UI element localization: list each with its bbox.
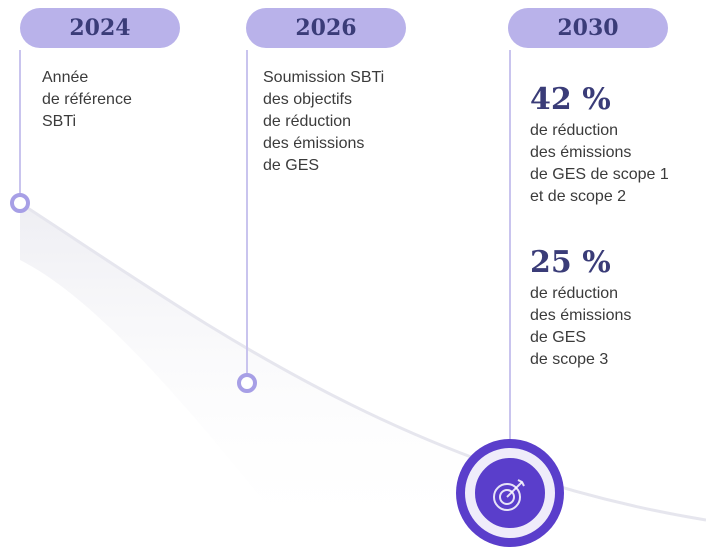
- line: SBTi: [42, 113, 77, 130]
- line: de GES de scope 1: [530, 166, 669, 183]
- year-pill: 2030: [508, 8, 668, 48]
- line: des émissions: [530, 307, 632, 324]
- curve: [19, 201, 706, 522]
- line: Soumission SBTi: [263, 69, 385, 86]
- description: Soumission SBTi des objectifs de réducti…: [263, 67, 384, 177]
- line: de GES: [530, 329, 587, 346]
- target: 42 % de réduction des émissions de GES d…: [530, 80, 669, 208]
- target-value: 25 %: [530, 245, 611, 280]
- line: de réduction: [530, 122, 619, 139]
- year-pill: 2024: [20, 8, 180, 48]
- line: de GES: [263, 157, 320, 174]
- target-value: 42 %: [530, 82, 611, 117]
- node: [10, 193, 30, 213]
- line: Année: [42, 69, 89, 86]
- year-pill: 2026: [246, 8, 406, 48]
- line: de réduction: [263, 113, 352, 130]
- line: des émissions: [530, 144, 632, 161]
- target: 25 % de réduction des émissions de GES d…: [530, 243, 631, 371]
- swoosh: [20, 203, 706, 547]
- node: [237, 373, 257, 393]
- line: de scope 3: [530, 351, 609, 368]
- line: des objectifs: [263, 91, 352, 108]
- line: de réduction: [530, 285, 619, 302]
- line: de référence: [42, 91, 132, 108]
- target-icon: [493, 479, 525, 511]
- line: et de scope 2: [530, 188, 627, 205]
- description: Année de référence SBTi: [42, 67, 132, 133]
- line: des émissions: [263, 135, 365, 152]
